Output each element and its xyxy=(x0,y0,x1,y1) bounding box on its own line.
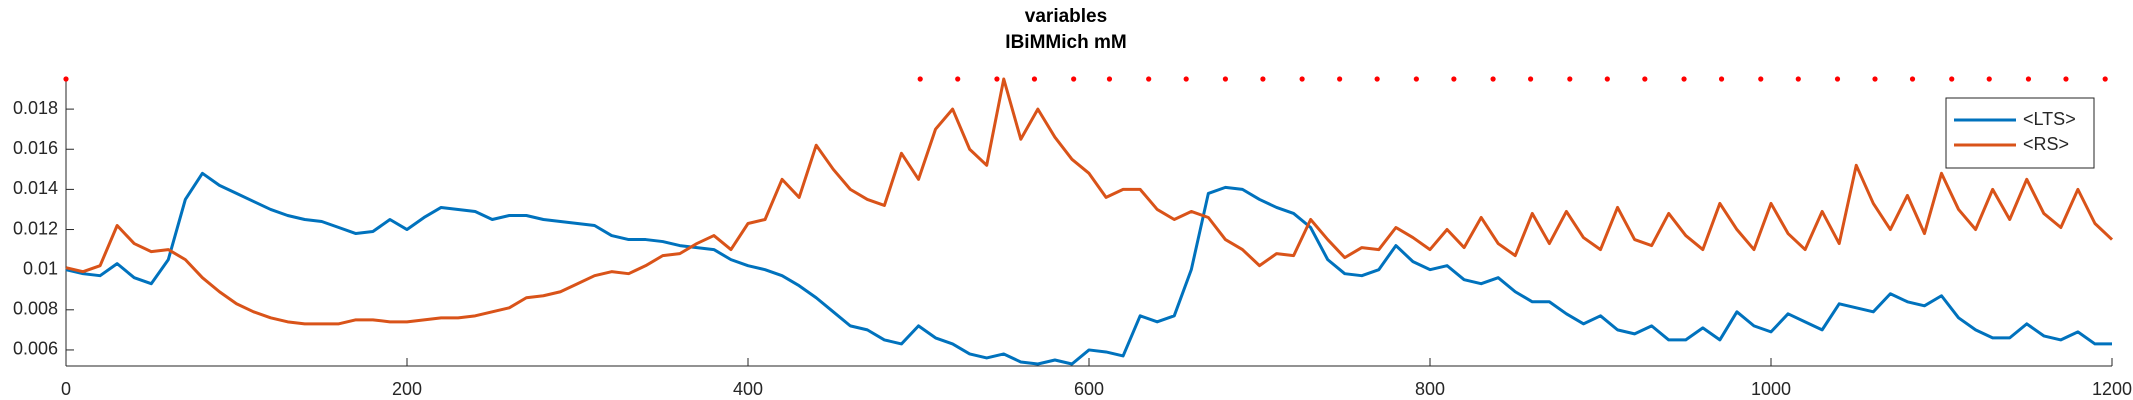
event-marker xyxy=(1681,76,1687,82)
x-tick-label: 1200 xyxy=(2092,379,2132,399)
event-marker xyxy=(2063,76,2069,82)
event-marker xyxy=(955,76,961,82)
event-marker xyxy=(1222,76,1228,82)
event-marker xyxy=(1604,76,1610,82)
data-line xyxy=(65,77,2114,326)
legend-box xyxy=(1945,97,2095,169)
event-marker xyxy=(1183,76,1189,82)
x-tick-label: 200 xyxy=(392,379,422,399)
event-marker xyxy=(1872,76,1878,82)
event-marker xyxy=(63,76,69,82)
event-marker xyxy=(1986,76,1992,82)
event-marker xyxy=(1758,76,1764,82)
y-tick-label: 0.016 xyxy=(13,138,58,158)
y-tick-label: 0.008 xyxy=(13,299,58,319)
event-marker xyxy=(1718,76,1725,82)
event-marker xyxy=(2025,76,2032,82)
event-marker xyxy=(917,76,923,82)
y-tick-label: 0.012 xyxy=(13,218,58,238)
event-marker xyxy=(1451,76,1457,82)
event-marker xyxy=(994,76,1000,82)
event-marker xyxy=(1413,76,1419,82)
event-marker xyxy=(1106,76,1113,82)
event-marker xyxy=(2102,76,2108,82)
y-tick-label: 0.006 xyxy=(13,339,58,359)
event-marker xyxy=(1949,76,1955,82)
event-marker xyxy=(1031,76,1038,82)
event-marker xyxy=(1834,76,1841,82)
data-line xyxy=(65,171,2112,366)
event-marker xyxy=(1527,76,1534,82)
event-marker xyxy=(1374,76,1380,82)
event-marker xyxy=(1337,76,1343,82)
y-tick-label: 0.014 xyxy=(13,178,58,198)
chart-title: variables xyxy=(1025,6,1107,27)
event-marker xyxy=(1071,76,1077,82)
y-tick-label: 0.018 xyxy=(13,98,58,118)
x-tick-label: 800 xyxy=(1415,379,1445,399)
x-tick-label: 600 xyxy=(1074,379,1104,399)
x-tick-label: 1000 xyxy=(1751,379,1791,399)
event-marker xyxy=(1567,76,1573,82)
event-marker xyxy=(1299,76,1305,82)
event-marker xyxy=(1909,76,1916,82)
chart-subtitle: IBiMMich mM xyxy=(1005,32,1126,53)
legend-label: <RS> xyxy=(2023,134,2069,154)
event-marker xyxy=(1795,76,1801,82)
event-marker xyxy=(1260,76,1266,82)
x-tick-label: 400 xyxy=(733,379,763,399)
legend-label: <LTS> xyxy=(2023,109,2076,129)
event-marker xyxy=(1642,76,1648,82)
x-tick-label: 0 xyxy=(61,379,71,399)
event-marker xyxy=(1490,76,1496,82)
event-marker xyxy=(1146,76,1152,82)
y-tick-label: 0.01 xyxy=(23,258,58,278)
